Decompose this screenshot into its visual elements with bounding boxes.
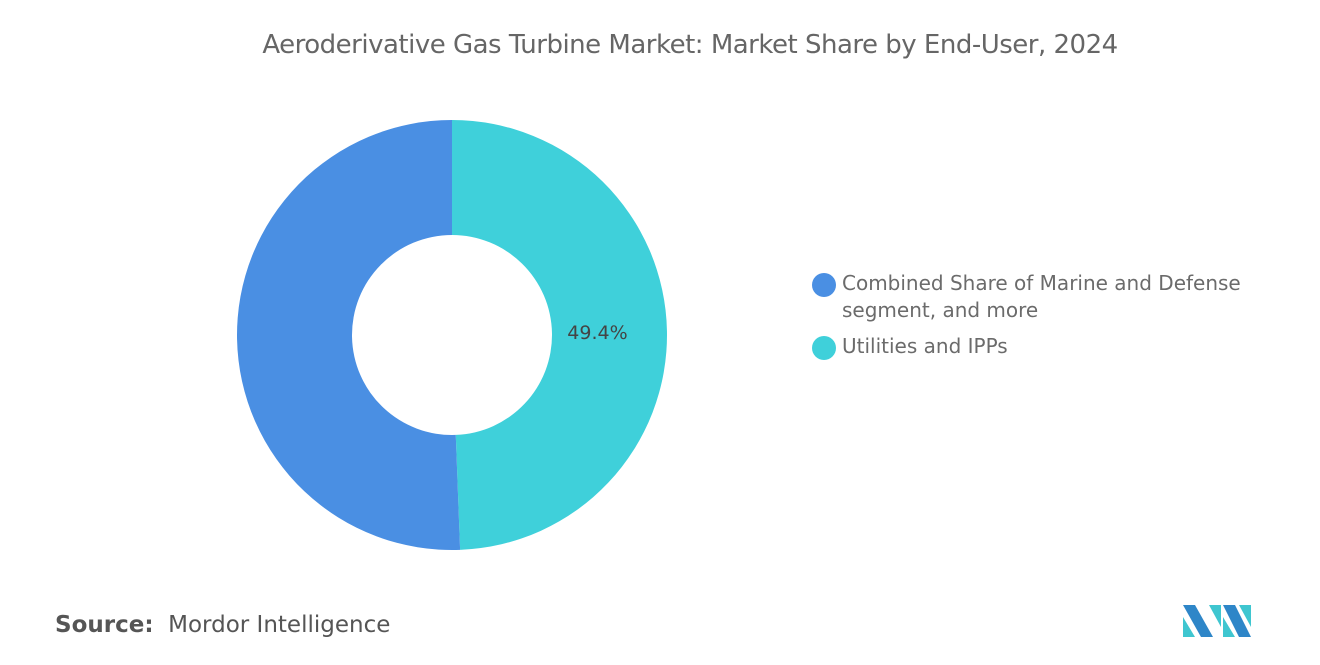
legend-label: Utilities and IPPs [842, 334, 1008, 358]
legend: Combined Share of Marine and Defense seg… [812, 270, 1272, 369]
source-label: Source: [55, 612, 154, 638]
legend-swatch [812, 336, 836, 360]
donut-slice-1[interactable] [452, 120, 668, 550]
donut-slice-0[interactable] [237, 120, 461, 550]
legend-item-marine-defense[interactable]: Combined Share of Marine and Defense seg… [812, 270, 1272, 324]
legend-label: Combined Share of Marine and Defense seg… [842, 271, 1241, 322]
data-label: 49.4% [567, 322, 627, 344]
source-value: Mordor Intelligence [168, 612, 391, 638]
donut-chart: 49.4% [237, 120, 668, 550]
source-note: Source: Mordor Intelligence [55, 612, 390, 638]
chart-title: Aeroderivative Gas Turbine Market: Marke… [262, 30, 1118, 60]
legend-item-utilities[interactable]: Utilities and IPPs [812, 333, 1272, 360]
mordor-intelligence-logo [1183, 605, 1251, 637]
legend-swatch [812, 273, 836, 297]
